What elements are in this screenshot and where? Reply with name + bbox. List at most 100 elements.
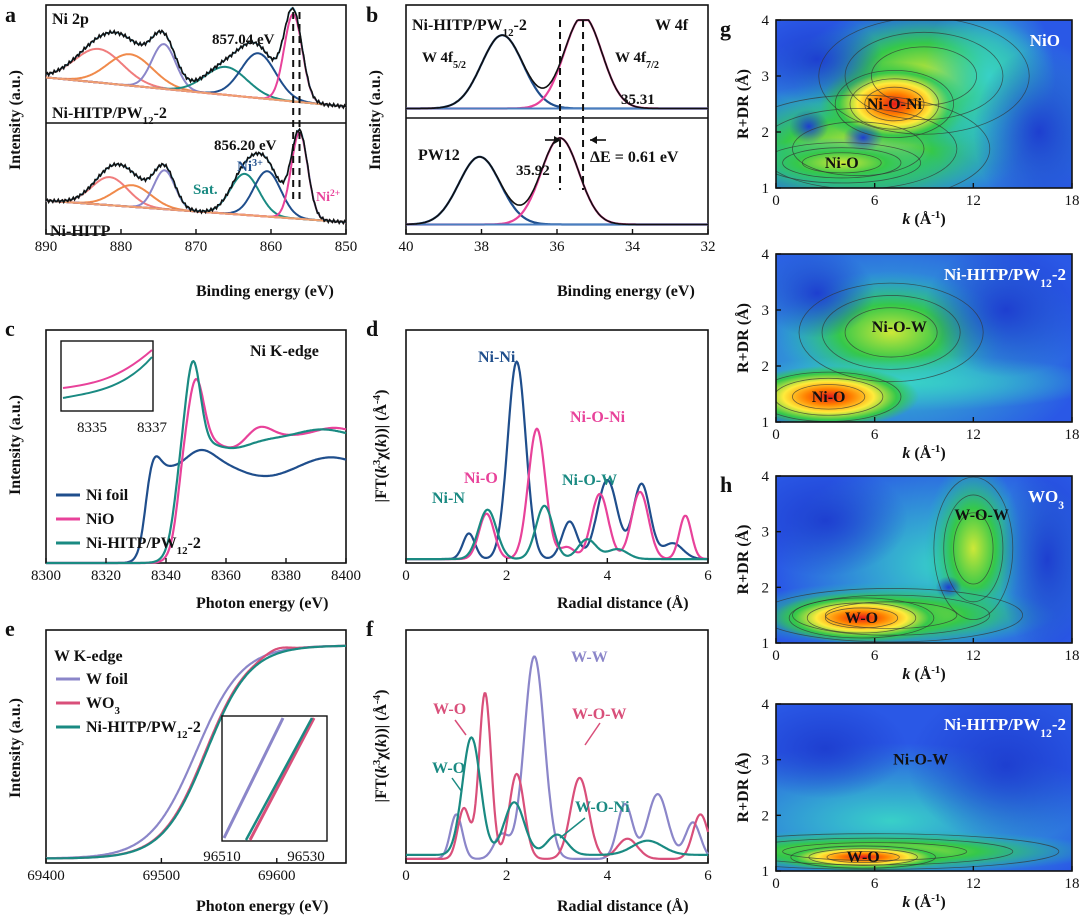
path-label: Ni-O-W [872,319,927,336]
intensity-blob [776,137,941,188]
peak-annotation: Ni-Ni [478,349,516,366]
x-tick-label: 8380 [271,568,301,584]
envelope-fit [406,19,708,110]
annotation-arrow [584,722,601,746]
contour-line [792,594,991,636]
x-tick-label: 6 [871,648,879,664]
wavelet-content [776,704,1072,871]
inset-tick-label: 96510 [203,849,241,865]
path-label: W-O-W [954,507,1009,524]
annotation-arrow [451,777,463,793]
panel-f-frame [405,629,709,864]
path-label: W-O [847,849,880,866]
contour-line [776,588,1024,643]
panel-label: a [5,2,16,27]
x-tick-label: 860 [260,239,283,255]
intensity-blob [776,20,883,104]
panel-c-frame [45,329,347,564]
raw-data-line [45,127,347,226]
panel-label: e [5,616,15,641]
x-tick-label: 69600 [258,868,296,884]
map-title: Ni-HITP/PW12-2 [944,715,1066,740]
x-tick-label: 12 [966,876,981,892]
x-tick-label: 890 [35,239,58,255]
contour-line [826,851,900,864]
x-tick-label: 12 [966,193,981,209]
x-tick-label: 36 [550,239,566,255]
intensity-blob [776,254,875,338]
intensity-blob [789,109,829,144]
peak-label: 857.04 eV [212,32,275,48]
x-tick-label: 0 [772,193,780,209]
x-tick-label: 6 [704,868,712,884]
x-tick-label: 880 [110,239,133,255]
panel-label: c [5,316,15,341]
y-tick-label: 4 [762,13,770,29]
path-label: Ni-O [812,389,846,406]
y-axis-label: |FT(k3χ(k))| (Å-4) [371,690,390,803]
sample-label: Ni-HITP [50,223,111,240]
ni-hitp-line [405,736,709,856]
x-tick-label: 6 [871,193,879,209]
ni-foil-line [405,360,709,561]
inset-tick-label: 96530 [287,849,325,865]
panel-label: b [366,2,378,27]
y-tick-label: 1 [762,636,770,652]
raw-data-line [45,6,347,110]
satellite-label: Sat. [193,182,218,198]
inset-wo3-line [248,717,316,841]
y-tick-label: 3 [762,753,770,769]
x-axis-label: Photon energy (eV) [196,595,328,612]
x-axis-label: k (Å-1) [902,664,945,683]
contour-line [808,848,918,866]
x-tick-label: 0 [402,568,410,584]
x-tick-label: 69500 [143,868,181,884]
chart-title: Ni K-edge [250,343,319,360]
contour-line [801,152,882,174]
annotation-arrow [559,817,586,839]
y-axis-label: Intensity (a.u.) [367,70,384,170]
x-tick-label: 18 [1065,876,1080,892]
peak-label: 35.92 [516,163,550,179]
x-tick-label: 12 [966,648,981,664]
y-axis-label: Intensity (a.u.) [7,395,24,495]
x-tick-label: 0 [772,876,780,892]
contour-line [782,842,968,861]
y-tick-label: 2 [762,808,770,824]
x-tick-label: 18 [1065,193,1080,209]
x-tick-label: 69400 [27,868,65,884]
x-tick-label: 32 [701,239,716,255]
ni-hitp-line [405,504,709,561]
panel-e-frame [45,629,347,864]
contour-line [844,31,1004,121]
legend-label: Ni foil [86,487,129,504]
intensity-blob [776,476,908,577]
inset-hitp-line [62,356,153,399]
x-tick-label: 4 [604,868,612,884]
x-tick-label: 40 [399,239,414,255]
contour-line [824,607,899,629]
peak-label: 35.31 [621,92,655,108]
map-title: NiO [1030,31,1060,50]
path-label: Ni-O [825,155,859,172]
y-axis-label: |FT(k3χ(k))| (Å-4) [371,390,390,503]
contour-line [776,377,884,416]
sample-label: Ni-HITP/PW12-2 [52,105,167,127]
x-tick-label: 8300 [31,568,61,584]
y-tick-label: 3 [762,525,770,541]
y-tick-label: 2 [762,125,770,141]
x-tick-label: 8400 [331,568,361,584]
panel-label: d [366,316,378,341]
chart-title: W K-edge [54,648,123,665]
intensity-blob [924,254,1072,378]
y-tick-label: 4 [762,469,770,485]
x-tick-label: 6 [871,876,879,892]
x-axis-label: Binding energy (eV) [196,283,334,300]
y-tick-label: 1 [762,864,770,880]
y-tick-label: 3 [762,303,770,319]
y-axis-label: Intensity (a.u.) [7,698,24,798]
